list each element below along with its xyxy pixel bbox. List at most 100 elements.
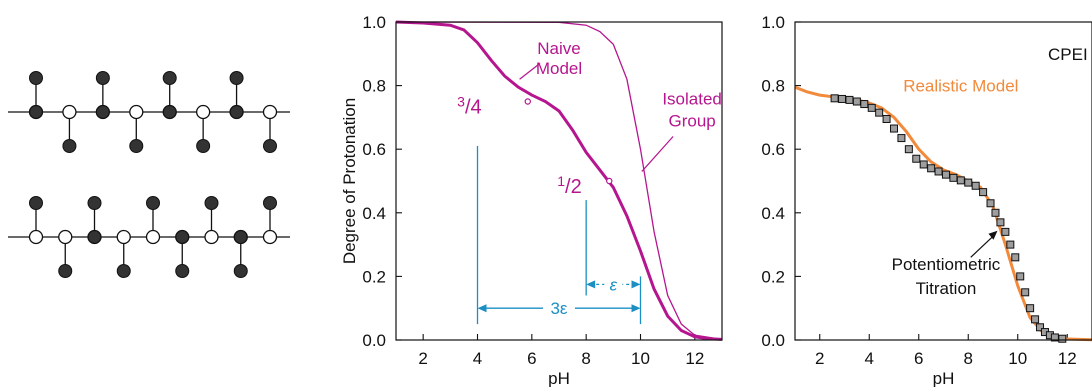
isolated-group-line [395,21,723,341]
titration-point [860,100,869,109]
side-group-filled [129,139,144,153]
backbone-node-open [145,229,161,245]
titration-point [912,154,921,163]
backbone-node-open [262,229,278,245]
y-tick-label: 0.2 [362,267,386,286]
x-tick-label: 6 [527,349,536,368]
titration-point [979,188,988,197]
titration-point [941,170,950,179]
side-group-filled [175,264,190,278]
titration-point [927,164,936,173]
titration-point [934,167,943,176]
three-quarters-label: 3/4 [457,94,481,119]
arrowhead [631,280,641,289]
backbone-node-open [262,104,278,120]
fraction-slash: / [565,176,571,198]
marked-point [524,98,531,105]
realistic-model-label: Realistic Model [903,77,1018,96]
realistic-model-line [794,85,1092,342]
fraction-numerator: 3 [457,94,465,110]
titration-point [1031,315,1040,324]
side-group-filled [95,71,110,85]
y-tick-label: 0.0 [362,331,386,350]
x-tick-label: 10 [1008,349,1027,368]
titration-point [1016,272,1025,281]
isolated-group-pointer [641,136,674,172]
backbone-node-open [58,229,73,245]
side-group-filled [116,264,131,278]
x-tick-label: 4 [865,349,874,368]
realistic-model-chart: 2 4 6 8 10 12 0.0 0.2 0.4 0.6 0.8 1.0 Realistic Mod… [761,13,1092,387]
titration-point [919,160,928,169]
naive-model-label: Model [536,59,582,78]
titration-point [991,208,1000,217]
titration-point [897,134,906,143]
titration-point [875,108,884,117]
naive-model-label: Naive [537,39,580,58]
backbone-node-filled [28,104,44,120]
x-tick-label: 2 [815,349,824,368]
chart2-frame [794,21,1092,341]
side-group-filled [233,264,248,278]
titration-point [996,218,1005,227]
y-tick-label: 1.0 [362,13,386,32]
isolated-group-label: Group [668,112,715,131]
titration-point [838,94,847,103]
marked-point [606,177,613,185]
x-tick-label: 8 [964,349,973,368]
fraction-denominator: 4 [471,97,482,119]
chart1-series [395,20,723,341]
backbone-node-filled [162,104,177,120]
titration-point [845,95,854,104]
naive-model-line [395,20,723,341]
y-tick-label: 0.8 [761,77,785,96]
potentiometric-titration-label: Potentiometric [892,255,1001,274]
side-group-filled [162,71,177,85]
chart2-annotations: Realistic Model Potentiometric Titration [892,77,1019,298]
y-tick-label: 0.0 [761,331,785,350]
y-tick-label: 0.6 [761,140,785,159]
titration-point [956,176,965,185]
backbone-node-filled [87,229,102,245]
label-backdrop [543,297,575,320]
titration-point [890,124,898,133]
x-tick-label: 2 [418,349,427,368]
side-group-filled [87,196,102,210]
y-tick-label: 0.4 [362,204,386,223]
backbone-node-filled [95,104,111,120]
y-tick-label: 0.6 [362,140,386,159]
chart2-x-axis-label: pH [933,369,955,387]
chart1-ticks: 2 4 6 8 10 120.00.20.40.60.81.0 [362,13,704,368]
titration-point [964,178,973,187]
titration-point [904,145,913,154]
x-tick-label: 10 [631,349,650,368]
arrowhead [477,304,487,313]
side-group-filled [263,139,277,153]
backbone-node-open [195,104,211,120]
isolated-group-label: Isolated [662,90,722,109]
arrowhead [988,230,998,240]
backbone-node-open [62,104,77,120]
eps-label: ε [610,275,618,294]
titration-point [949,173,958,182]
naive-model-chart: 2 4 6 8 10 120.00.20.40.60.81.0 3/41/2NaiveMo… [340,13,723,387]
arrowhead [586,280,596,289]
fraction-denominator: 2 [571,176,582,198]
chart2-corner-label: CPEI [1048,45,1088,64]
side-group-filled [29,71,43,85]
one-half-label: 1/2 [557,173,581,198]
y-tick-label: 0.2 [761,267,785,286]
polymer-schematic [8,71,290,278]
x-tick-label: 4 [473,349,482,368]
chart1-frame [395,21,723,341]
titration-point [882,114,891,123]
y-tick-label: 0.8 [362,77,386,96]
titration-point [1001,227,1010,236]
titration-point [830,94,839,103]
backbone-node-filled [175,229,190,245]
side-group-filled [58,264,73,278]
label-backdrop [604,273,623,296]
x-tick-label: 12 [685,349,704,368]
